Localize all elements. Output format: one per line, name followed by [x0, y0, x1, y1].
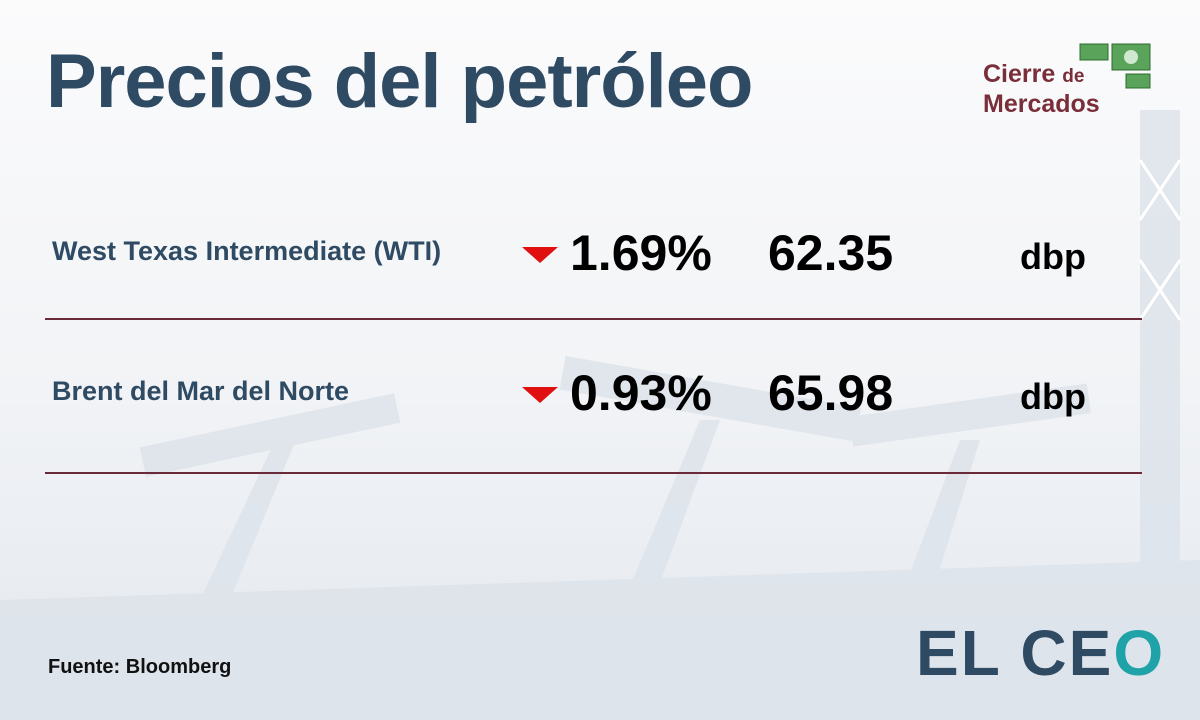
brand-accent: O: [1113, 617, 1166, 689]
separator: [45, 472, 1142, 474]
logo-text: Cierre de: [983, 60, 1084, 89]
logo-text: Mercados: [983, 90, 1100, 118]
brand: EL CEO: [916, 616, 1165, 690]
title: Precios del petróleo: [46, 39, 753, 124]
change: 1.69%: [570, 225, 712, 281]
unit: dbp: [1020, 376, 1086, 417]
separator: [45, 318, 1142, 320]
price: 62.35: [768, 225, 894, 281]
logo-word: Cierre: [983, 60, 1056, 88]
unit: dbp: [1020, 236, 1086, 277]
row-name: West Texas Intermediate (WTI): [52, 236, 442, 266]
down-arrow: [522, 387, 558, 403]
logo-word: de: [1062, 66, 1085, 87]
price: 65.98: [768, 365, 894, 421]
row-name: Brent del Mar del Norte: [52, 376, 350, 406]
source: Fuente: Bloomberg: [48, 656, 232, 678]
money-icon: [1079, 43, 1151, 89]
change: 0.93%: [570, 365, 712, 421]
brand-main: EL CE: [916, 617, 1114, 689]
down-arrow: [522, 247, 558, 263]
